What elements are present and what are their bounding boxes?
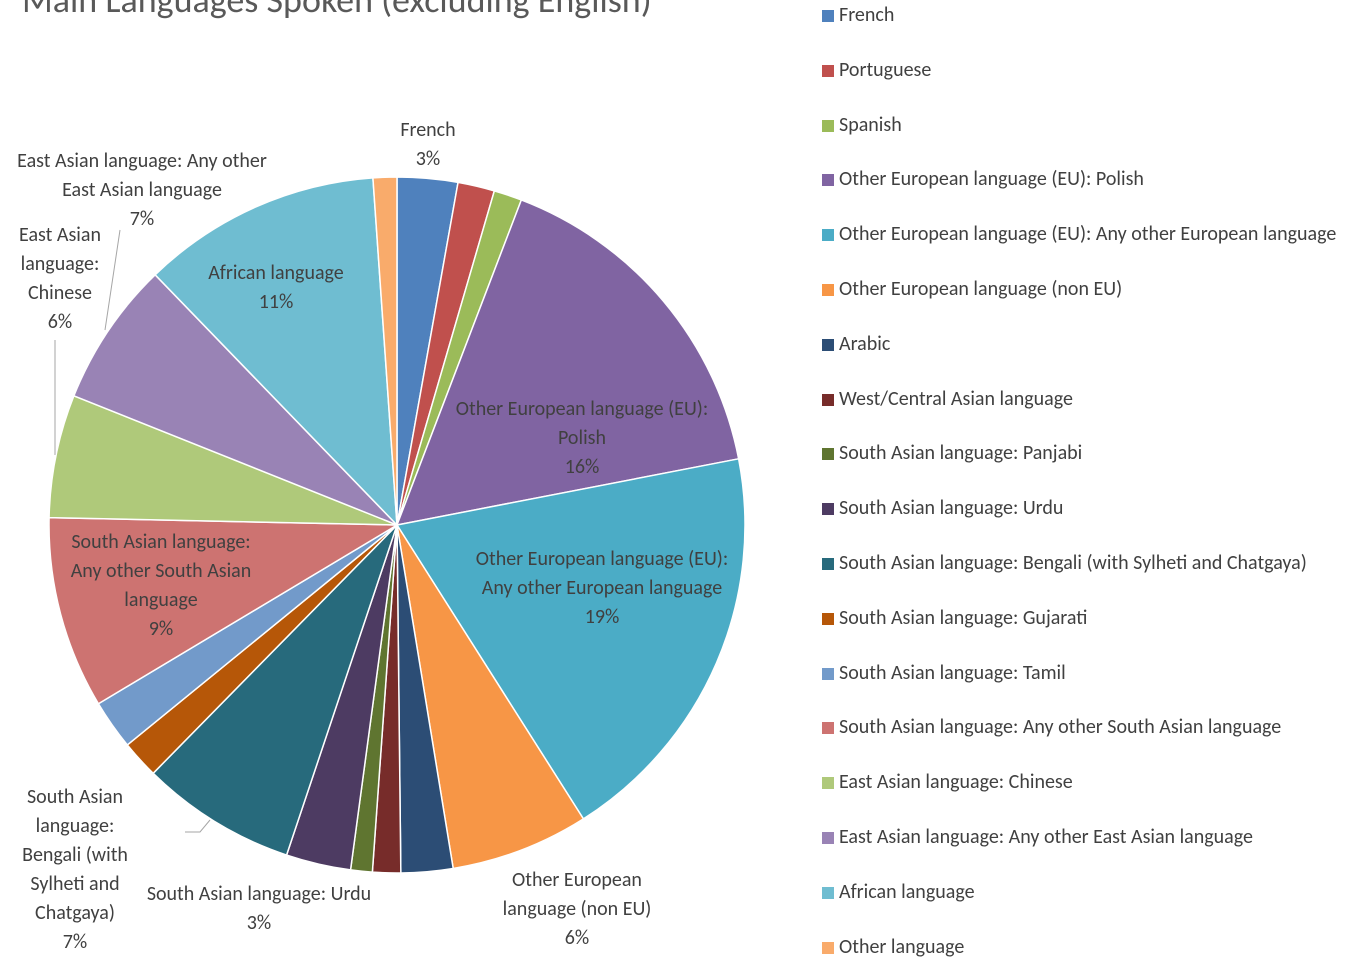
pie-slice bbox=[396, 524, 585, 870]
legend-label: West/Central Asian language bbox=[839, 386, 1073, 411]
legend-swatch bbox=[822, 393, 834, 406]
data-label-value: 3% bbox=[246, 911, 272, 935]
data-label-value: 19% bbox=[584, 605, 620, 629]
data-label-name: African language bbox=[208, 261, 344, 285]
legend-label: African language bbox=[839, 879, 975, 904]
legend-item: South Asian language: Tamil bbox=[822, 660, 1352, 687]
legend-swatch bbox=[822, 119, 834, 132]
legend-label: Other language bbox=[839, 934, 965, 959]
legend-item: West/Central Asian language bbox=[822, 386, 1352, 413]
legend-swatch bbox=[822, 612, 834, 625]
pie-slice bbox=[48, 394, 398, 526]
data-label: Other European language (EU): Any other … bbox=[467, 545, 737, 632]
legend-label: East Asian language: Chinese bbox=[839, 770, 1073, 795]
legend-swatch bbox=[822, 777, 834, 790]
legend-item: Spanish bbox=[822, 112, 1352, 139]
legend-label: South Asian language: Gujarati bbox=[839, 605, 1088, 630]
data-label: Other European language (EU): Polish 16% bbox=[447, 395, 717, 482]
legend-swatch bbox=[822, 832, 834, 844]
legend-swatch bbox=[822, 64, 834, 77]
legend-swatch bbox=[822, 886, 834, 899]
data-label-value: 16% bbox=[564, 455, 600, 479]
legend-label: East Asian language: Any other East Asia… bbox=[839, 825, 1253, 849]
legend-label: Other European language (EU): Any other … bbox=[839, 222, 1337, 247]
data-label: South Asian language: Any other South As… bbox=[56, 528, 266, 644]
legend-label: French bbox=[839, 3, 895, 27]
legend-item: Other European language (EU): Polish bbox=[822, 166, 1352, 193]
data-label: South Asian language: Urdu 3% bbox=[144, 880, 374, 938]
data-label: East Asian language: Chinese 6% bbox=[10, 221, 110, 337]
legend-swatch bbox=[822, 667, 834, 680]
legend-label: Arabic bbox=[839, 331, 891, 356]
leader-line bbox=[104, 229, 121, 331]
data-label-value: 7% bbox=[62, 930, 88, 954]
legend-swatch bbox=[822, 284, 834, 296]
legend-item: South Asian language: Bengali (with Sylh… bbox=[822, 550, 1352, 577]
data-label-name: East Asian language: Any other East Asia… bbox=[17, 149, 267, 202]
legend-label: South Asian language: Urdu bbox=[839, 496, 1064, 521]
legend-item: Portuguese bbox=[822, 57, 1352, 84]
legend-label: Spanish bbox=[839, 112, 902, 137]
legend-swatch bbox=[822, 229, 834, 242]
data-label-name: French bbox=[400, 118, 456, 142]
legend-item: South Asian language: Panjabi bbox=[822, 440, 1352, 467]
data-label-value: 6% bbox=[47, 310, 73, 334]
pie-slice bbox=[154, 177, 398, 528]
data-label: French 3% bbox=[368, 116, 488, 174]
chart-title: Main Languages Spoken (excluding English… bbox=[22, 0, 652, 22]
legend-swatch bbox=[822, 10, 834, 22]
data-label-name: South Asian language: Any other South As… bbox=[70, 530, 252, 612]
legend-item: Other European language (non EU) bbox=[822, 276, 1352, 303]
legend-label: Other European language (non EU) bbox=[839, 277, 1123, 301]
legend-item: East Asian language: Any other East Asia… bbox=[822, 824, 1352, 851]
data-label-name: Other European language (EU): Any other … bbox=[475, 547, 729, 600]
data-label-name: Other European language (non EU) bbox=[502, 868, 652, 921]
data-label-value: 9% bbox=[148, 617, 174, 641]
pie-slice bbox=[395, 457, 746, 820]
legend-swatch bbox=[822, 448, 834, 461]
leader-line bbox=[185, 819, 211, 833]
legend-label: South Asian language: Panjabi bbox=[839, 441, 1083, 466]
legend-item: Other European language (EU): Any other … bbox=[822, 221, 1352, 248]
pie-slice bbox=[72, 273, 398, 526]
legend-label: Other European language (EU): Polish bbox=[839, 167, 1144, 192]
legend-item: French bbox=[822, 2, 1352, 29]
legend-item: East Asian language: Chinese bbox=[822, 769, 1352, 796]
data-label: Other European language (non EU) 6% bbox=[477, 866, 677, 953]
legend-label: Portuguese bbox=[839, 57, 932, 82]
data-label-value: 3% bbox=[415, 147, 441, 171]
pie-slice bbox=[152, 524, 398, 856]
pie-slice bbox=[395, 198, 740, 526]
legend-swatch bbox=[822, 941, 834, 954]
legend-item: Arabic bbox=[822, 331, 1352, 358]
legend-label: South Asian language: Tamil bbox=[839, 660, 1066, 685]
legend-item: African language bbox=[822, 879, 1352, 906]
data-label-name: South Asian language: Urdu bbox=[146, 882, 372, 906]
legend-item: South Asian language: Gujarati bbox=[822, 605, 1352, 632]
legend-item: South Asian language: Any other South As… bbox=[822, 714, 1352, 741]
pie-slice bbox=[372, 176, 398, 526]
legend-swatch bbox=[822, 722, 834, 735]
data-label-value: 11% bbox=[258, 290, 294, 314]
data-label: African language 11% bbox=[176, 259, 376, 317]
data-label-value: 6% bbox=[564, 926, 590, 950]
data-label-value: 7% bbox=[129, 207, 155, 231]
legend-swatch bbox=[822, 338, 834, 351]
legend-swatch bbox=[822, 558, 834, 570]
data-label-name: Other European language (EU): Polish bbox=[455, 397, 709, 450]
data-label-name: South Asian language: Bengali (with Sylh… bbox=[22, 785, 128, 925]
legend-label: South Asian language: Bengali (with Sylh… bbox=[839, 551, 1307, 575]
pie-slice bbox=[48, 516, 400, 705]
legend-label: South Asian language: Any other South As… bbox=[839, 715, 1282, 740]
data-label: East Asian language: Any other East Asia… bbox=[7, 147, 277, 234]
data-label-name: East Asian language: Chinese bbox=[19, 223, 101, 305]
legend-item: South Asian language: Urdu bbox=[822, 495, 1352, 522]
legend-swatch bbox=[822, 174, 834, 187]
legend-swatch bbox=[822, 503, 834, 516]
legend-item: Other language bbox=[822, 934, 1352, 961]
data-label: South Asian language: Bengali (with Sylh… bbox=[8, 783, 143, 957]
